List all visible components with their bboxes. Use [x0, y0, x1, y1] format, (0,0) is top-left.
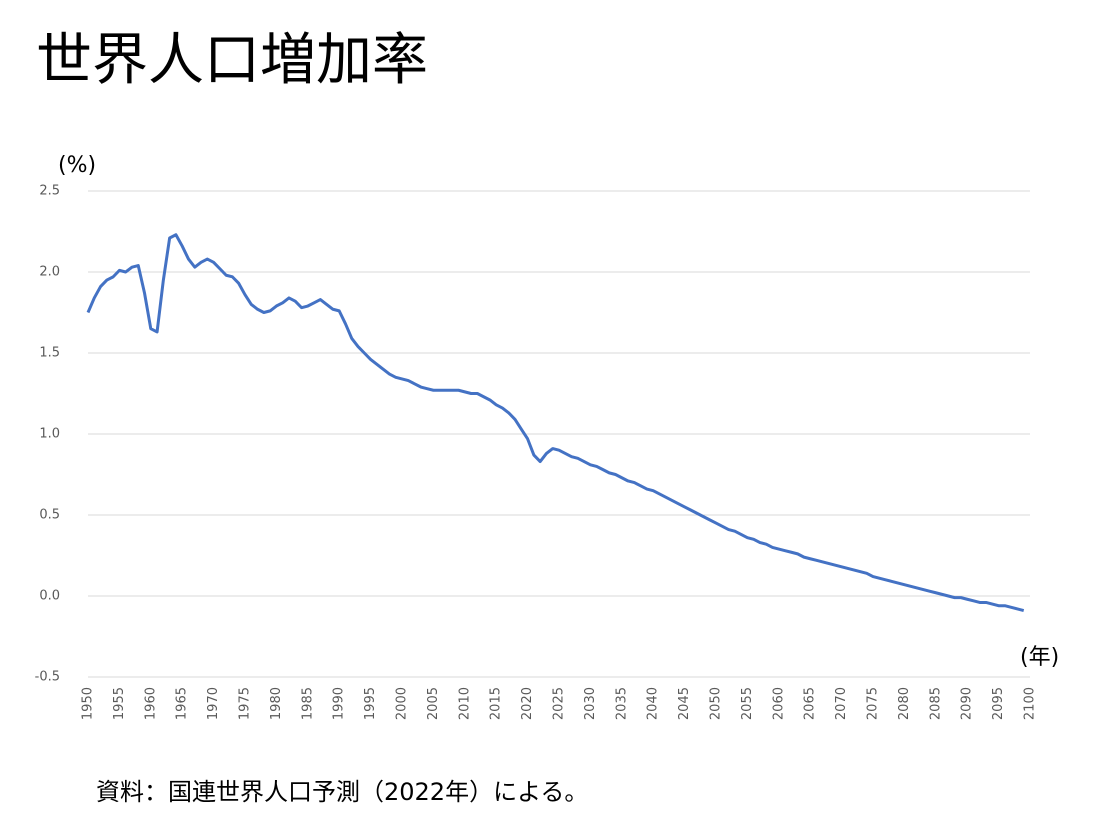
- x-tick-label: 2000: [395, 687, 410, 720]
- x-tick-label: 2015: [489, 687, 504, 720]
- x-tick-label: 2090: [960, 687, 975, 720]
- y-tick-label: 1.0: [39, 427, 60, 442]
- x-tick-label: 2095: [991, 687, 1006, 720]
- x-tick-label: 2060: [771, 687, 786, 720]
- x-tick-label: 2085: [928, 687, 943, 720]
- x-tick-label: 1955: [112, 687, 127, 720]
- x-tick-label: 2025: [552, 687, 567, 720]
- x-tick-label: 1980: [269, 687, 284, 720]
- x-tick-label: 2080: [897, 687, 912, 720]
- x-tick-label: 2040: [646, 687, 661, 720]
- x-tick-label: 1975: [238, 687, 253, 720]
- x-tick-label: 2045: [677, 687, 692, 720]
- chart-title: 世界人口増加率: [36, 28, 428, 93]
- x-tick-label: 2050: [709, 687, 724, 720]
- x-tick-label: 2065: [803, 687, 818, 720]
- x-tick-label: 2055: [740, 687, 755, 720]
- y-tick-label: -0.5: [35, 670, 60, 685]
- y-tick-label: 0.0: [39, 589, 60, 604]
- y-tick-label: 0.5: [39, 508, 60, 523]
- x-tick-label: 1985: [300, 687, 315, 720]
- x-tick-label: 2020: [520, 687, 535, 720]
- x-tick-label: 2100: [1023, 687, 1038, 720]
- x-tick-label: 1965: [175, 687, 190, 720]
- source-note: 資料：国連世界人口予測（2022年）による。: [96, 778, 588, 806]
- x-tick-label: 1990: [332, 687, 347, 720]
- y-axis-label: (%): [58, 153, 96, 178]
- x-tick-label: 1960: [143, 687, 158, 720]
- x-tick-label: 2030: [583, 687, 598, 720]
- x-tick-label: 2010: [457, 687, 472, 720]
- y-tick-label: 2.5: [39, 184, 60, 199]
- x-tick-label: 1970: [206, 687, 221, 720]
- y-tick-label: 2.0: [39, 265, 60, 280]
- x-tick-label: 1995: [363, 687, 378, 720]
- x-tick-label: 1950: [81, 687, 96, 720]
- y-tick-label: 1.5: [39, 346, 60, 361]
- data-line: [86, 233, 1025, 613]
- x-tick-label: 2070: [834, 687, 849, 720]
- x-axis-label: (年): [1020, 645, 1059, 670]
- x-tick-label: 2035: [614, 687, 629, 720]
- x-tick-label: 2075: [866, 687, 881, 720]
- x-tick-label: 2005: [426, 687, 441, 720]
